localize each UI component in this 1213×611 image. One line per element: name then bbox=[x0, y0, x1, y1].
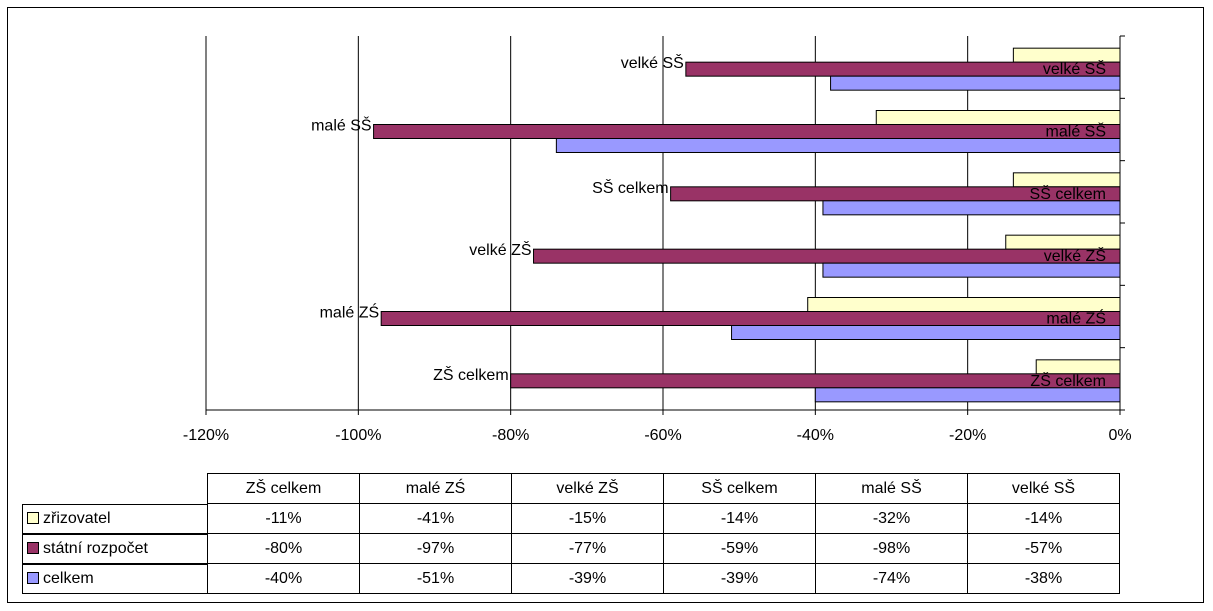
table-column-header: velké ZŠ bbox=[511, 473, 664, 504]
legend-row-label: státní rozpočet bbox=[22, 533, 207, 564]
category-axis-label: SŠ celkem bbox=[1030, 184, 1106, 203]
bar bbox=[731, 325, 1121, 340]
x-tick-label: -40% bbox=[797, 427, 834, 444]
table-row: -80% -97% -77% -59% -98% -57% bbox=[207, 533, 1120, 564]
bar bbox=[1005, 234, 1121, 250]
table-cell: -77% bbox=[511, 533, 664, 564]
table-cell: -11% bbox=[207, 503, 360, 534]
x-tick-label: -100% bbox=[335, 427, 381, 444]
category-label: malé ZŚ bbox=[320, 303, 380, 322]
bar bbox=[875, 110, 1121, 125]
bar bbox=[380, 311, 1121, 326]
table-cell: -57% bbox=[967, 533, 1120, 564]
legend-swatch bbox=[27, 511, 39, 524]
bar bbox=[533, 248, 1121, 264]
legend-row-label: celkem bbox=[22, 563, 207, 594]
legend-label: celkem bbox=[43, 569, 94, 587]
table-header-row: ZŠ celkem malé ZŚ velké ZŠ SŠ celkem malé SŠ… bbox=[207, 473, 1120, 504]
table-cell: -14% bbox=[967, 503, 1120, 534]
bar bbox=[1012, 172, 1121, 188]
category-label: malé SŠ bbox=[311, 116, 371, 135]
table-cell: -39% bbox=[663, 563, 816, 594]
bar bbox=[555, 138, 1121, 153]
bar bbox=[1035, 359, 1121, 375]
bar bbox=[822, 262, 1121, 278]
category-axis-label: malé SŠ bbox=[1046, 122, 1106, 141]
bar bbox=[510, 373, 1121, 389]
table-cell: -32% bbox=[815, 503, 968, 534]
table-cell: -39% bbox=[511, 563, 664, 594]
x-tick-label: -20% bbox=[949, 427, 986, 444]
table-column-header: velké SŠ bbox=[967, 473, 1120, 504]
category-axis-label: malé ZŚ bbox=[1046, 309, 1106, 328]
table-cell: -51% bbox=[359, 563, 512, 594]
x-tick-label: 0% bbox=[1108, 427, 1131, 444]
category-label: SŠ celkem bbox=[592, 178, 668, 197]
legend-swatch bbox=[27, 571, 39, 584]
x-tick-label: -80% bbox=[492, 427, 529, 444]
table-cell: -14% bbox=[663, 503, 816, 534]
table-column-header: ZŠ celkem bbox=[207, 473, 360, 504]
table-cell: -38% bbox=[967, 563, 1120, 594]
table-cell: -59% bbox=[663, 533, 816, 564]
bar bbox=[822, 200, 1121, 216]
x-tick-label: -120% bbox=[183, 427, 229, 444]
bar bbox=[814, 387, 1121, 403]
x-tick-label: -60% bbox=[644, 427, 681, 444]
category-label: ZŠ celkem bbox=[433, 365, 509, 384]
table-column-header: SŠ celkem bbox=[663, 473, 816, 504]
category-axis-label: velké SŠ bbox=[1043, 59, 1106, 78]
bar bbox=[807, 297, 1121, 312]
table-column-header: malé SŠ bbox=[815, 473, 968, 504]
category-label: velké SŠ bbox=[621, 53, 684, 72]
category-label: velké ZŠ bbox=[469, 240, 531, 259]
table-row: -11% -41% -15% -14% -32% -14% bbox=[207, 503, 1120, 534]
table-row: -40% -51% -39% -39% -74% -38% bbox=[207, 563, 1120, 594]
table-cell: -41% bbox=[359, 503, 512, 534]
data-table: ZŠ celkem malé ZŚ velké ZŠ SŠ celkem malé SŠ… bbox=[207, 473, 1120, 594]
bar bbox=[1012, 47, 1121, 63]
table-column-header: malé ZŚ bbox=[359, 473, 512, 504]
legend-swatch bbox=[27, 541, 39, 554]
bar bbox=[373, 124, 1121, 139]
table-cell: -40% bbox=[207, 563, 360, 594]
table-cell: -98% bbox=[815, 533, 968, 564]
legend-label: státní rozpočet bbox=[43, 539, 148, 557]
legend-row-label: zřizovatel bbox=[22, 503, 207, 534]
category-axis-label: velké ZŠ bbox=[1044, 246, 1106, 265]
table-cell: -80% bbox=[207, 533, 360, 564]
category-axis-label: ZŠ celkem bbox=[1030, 371, 1106, 390]
table-cell: -74% bbox=[815, 563, 968, 594]
bar bbox=[830, 75, 1121, 91]
table-cell: -15% bbox=[511, 503, 664, 534]
table-cell: -97% bbox=[359, 533, 512, 564]
legend-label: zřizovatel bbox=[43, 509, 111, 527]
